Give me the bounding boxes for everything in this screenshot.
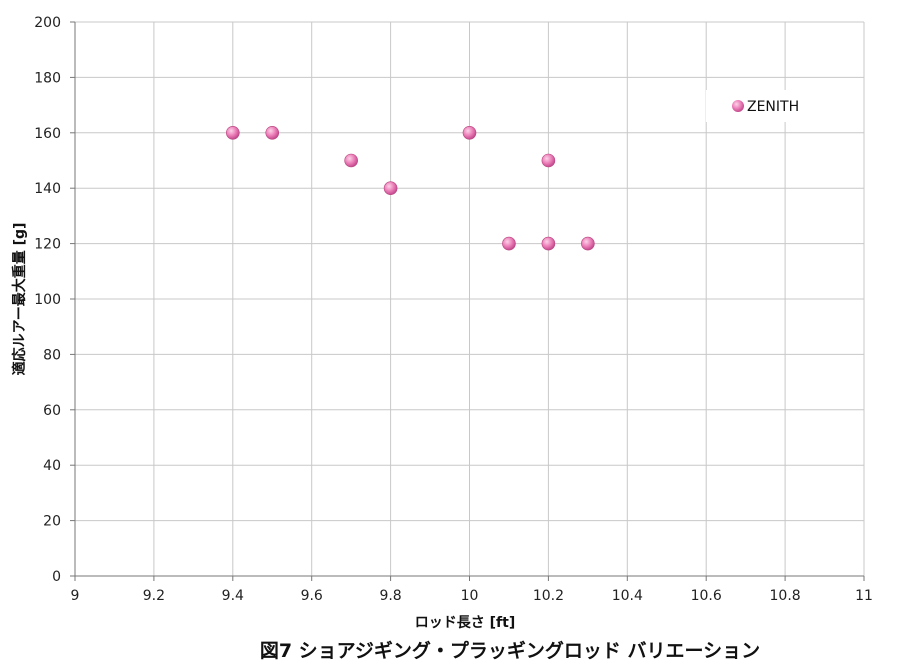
y-tick-label: 120 xyxy=(34,237,61,253)
x-tick-label: 9.2 xyxy=(143,588,165,604)
data-point xyxy=(541,153,556,168)
data-point xyxy=(581,236,595,251)
x-tick-label: 9.6 xyxy=(301,588,323,604)
y-tick-label: 0 xyxy=(52,569,61,585)
y-tick-label: 20 xyxy=(43,514,61,530)
legend-box xyxy=(706,90,816,122)
x-tick-label: 9.4 xyxy=(222,588,244,604)
x-tick-label: 9.8 xyxy=(379,588,401,604)
y-tick-label: 40 xyxy=(43,458,61,474)
data-point xyxy=(462,126,477,140)
legend-marker xyxy=(732,100,744,112)
data-point xyxy=(383,181,398,195)
x-tick-label: 10.6 xyxy=(691,588,722,604)
axes xyxy=(70,21,865,581)
y-tick-label: 140 xyxy=(34,181,61,197)
legend: ZENITH xyxy=(706,90,816,122)
figure-caption: 図7 ショアジギング・プラッギングロッド バリエーション xyxy=(260,639,760,662)
data-point xyxy=(265,126,280,140)
y-tick-label: 60 xyxy=(43,403,61,419)
legend-label: ZENITH xyxy=(747,99,799,115)
x-tick-label: 10.8 xyxy=(770,588,801,604)
y-tick-label: 180 xyxy=(34,70,61,86)
data-point xyxy=(344,153,358,168)
y-tick-label: 80 xyxy=(43,347,61,363)
data-point xyxy=(502,236,516,251)
y-tick-label: 200 xyxy=(34,15,61,31)
x-tick-label: 11 xyxy=(855,588,873,604)
y-tick-label: 160 xyxy=(34,126,61,142)
y-tick-labels: 0 20 40 60 80 100 120 140 160 180 200 xyxy=(34,15,61,585)
x-tick-label: 10 xyxy=(461,588,479,604)
y-tick-label: 100 xyxy=(34,292,61,308)
x-tick-labels: 9 9.2 9.4 9.6 9.8 10 10.2 10.4 10.6 10.8 11 xyxy=(71,588,873,604)
data-points xyxy=(226,126,595,251)
y-axis-label: 適応ルアー最大重量 [g] xyxy=(11,223,28,376)
x-tick-label: 9 xyxy=(71,588,80,604)
data-point xyxy=(226,126,240,140)
x-axis-label: ロッド長さ [ft] xyxy=(415,615,515,631)
data-point xyxy=(541,236,556,251)
x-tick-label: 10.2 xyxy=(533,588,564,604)
x-tick-label: 10.4 xyxy=(612,588,643,604)
